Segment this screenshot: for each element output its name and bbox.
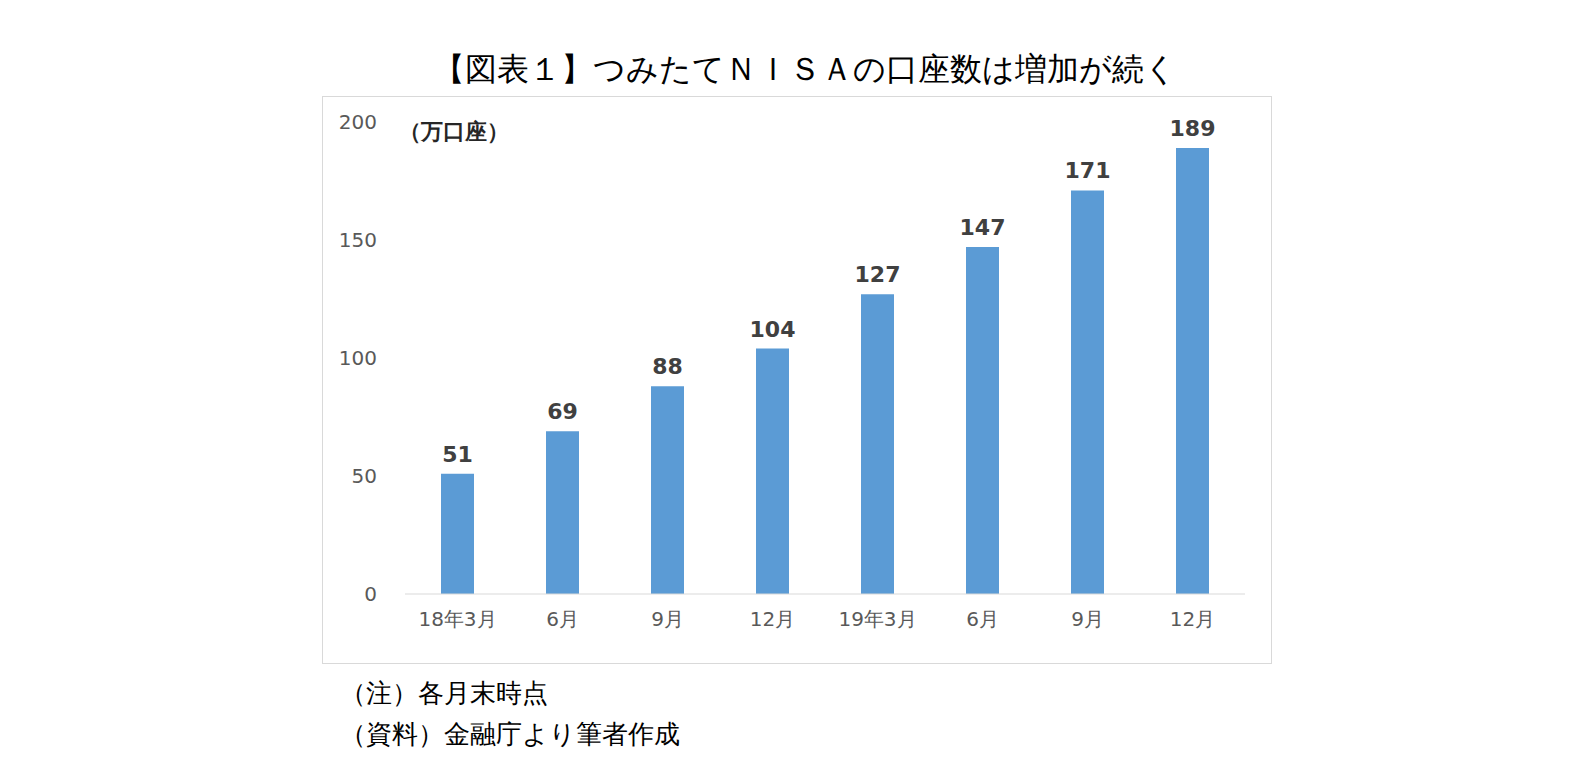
svg-text:150: 150 [339,228,377,252]
html-text:（万口座）: （万口座） [399,119,509,144]
svg-text:0: 0 [364,582,377,606]
svg-text:19年3月: 19年3月 [838,607,916,631]
svg-text:171: 171 [1065,158,1111,183]
svg-text:189: 189 [1170,116,1216,141]
svg-text:9月: 9月 [651,607,684,631]
svg-text:50: 50 [352,464,377,488]
svg-text:104: 104 [750,317,796,342]
svg-text:200: 200 [339,110,377,134]
svg-text:51: 51 [442,442,473,467]
html-text:【図表１】つみたてＮＩＳＡの口座数は増加が続く: 【図表１】つみたてＮＩＳＡの口座数は増加が続く [433,50,1177,88]
svg-text:6月: 6月 [966,607,999,631]
svg-text:88: 88 [652,354,683,379]
html-text:（資料）金融庁より筆者作成: （資料）金融庁より筆者作成 [340,719,680,749]
svg-text:12月: 12月 [1170,607,1215,631]
svg-text:100: 100 [339,346,377,370]
svg-text:147: 147 [960,215,1006,240]
svg-text:18年3月: 18年3月 [418,607,496,631]
html-text:（注）各月末時点: （注）各月末時点 [340,678,548,708]
svg-text:127: 127 [855,262,901,287]
svg-text:69: 69 [547,399,578,424]
svg-text:12月: 12月 [750,607,795,631]
svg-text:6月: 6月 [546,607,579,631]
svg-text:9月: 9月 [1071,607,1104,631]
